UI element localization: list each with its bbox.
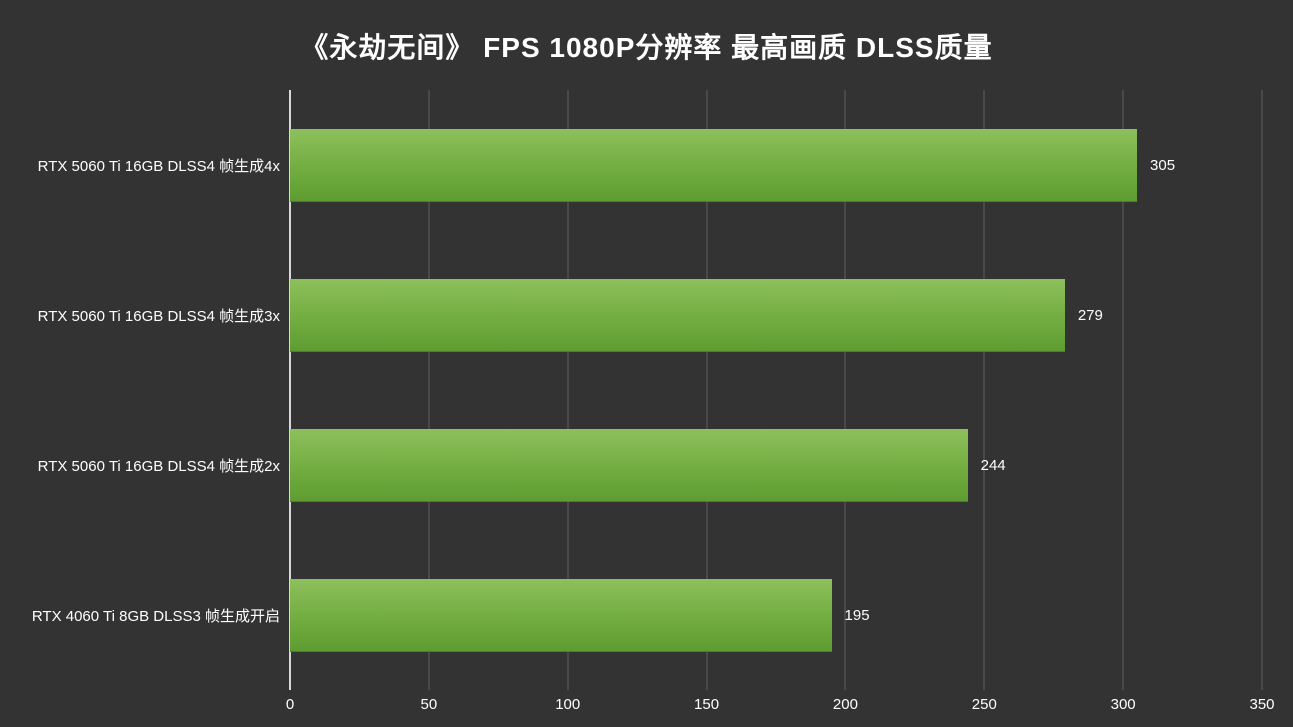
gridline-x-200 (844, 90, 846, 690)
x-axis-tick-labels: 0 50 100 150 200 250 300 350 (286, 696, 1275, 718)
bar-value-label: 305 (1150, 156, 1176, 174)
gridline-x-300 (1122, 90, 1124, 690)
plot-area: 305 279 244 195 (289, 90, 1263, 690)
bar-value-label: 244 (980, 456, 1006, 474)
gridline-x-100 (567, 90, 569, 690)
bar-4 (290, 578, 832, 652)
bar-row: 195 (290, 540, 1262, 690)
bar-row: 305 (290, 90, 1262, 240)
bar-2 (290, 278, 1065, 352)
category-label: RTX 5060 Ti 16GB DLSS4 帧生成3x (37, 307, 280, 325)
bar-value-label: 279 (1077, 306, 1103, 324)
x-tick-label-250: 250 (971, 696, 997, 713)
category-label: RTX 4060 Ti 8GB DLSS3 帧生成开启 (31, 607, 280, 625)
category-label: RTX 5060 Ti 16GB DLSS4 帧生成4x (37, 157, 280, 175)
y-axis-line (289, 90, 291, 690)
bar-row: 279 (290, 240, 1262, 390)
x-tick-label-350: 350 (1249, 696, 1275, 713)
gridline-x-250 (983, 90, 985, 690)
x-tick-label-150: 150 (694, 696, 720, 713)
bar-1 (290, 128, 1138, 202)
gridline-x-150 (706, 90, 708, 690)
bar-row: 244 (290, 390, 1262, 540)
x-tick-label-50: 50 (420, 696, 438, 713)
category-labels-column: RTX 5060 Ti 16GB DLSS4 帧生成4x RTX 5060 Ti … (0, 90, 280, 690)
category-label: RTX 5060 Ti 16GB DLSS4 帧生成2x (37, 457, 280, 475)
bar-3 (290, 428, 968, 502)
x-tick-label-200: 200 (832, 696, 858, 713)
x-tick-label-100: 100 (555, 696, 581, 713)
bar-value-label: 195 (844, 606, 870, 624)
gridline-x-50 (428, 90, 430, 690)
x-tick-label-0: 0 (285, 696, 295, 713)
gridline-x-350 (1261, 90, 1263, 690)
chart-title: 《永劫无间》 FPS 1080P分辨率 最高画质 DLSS质量 (300, 32, 993, 63)
x-tick-label-300: 300 (1110, 696, 1136, 713)
